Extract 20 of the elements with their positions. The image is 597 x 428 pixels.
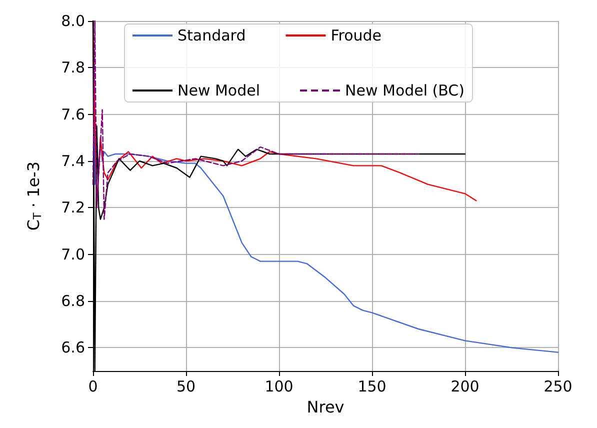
- legend-label: Standard: [177, 26, 246, 44]
- y-tick-label: 6.8: [61, 292, 85, 310]
- legend-label: Froude: [330, 26, 382, 44]
- x-tick-label: 0: [88, 378, 98, 396]
- legend-label: New Model: [177, 82, 260, 100]
- y-tick-label: 7.4: [61, 152, 85, 170]
- y-tick-label: 8.0: [61, 12, 85, 30]
- y-tick-label: 6.6: [61, 338, 85, 357]
- y-tick-label: 7.8: [61, 58, 85, 77]
- y-tick-label: 7.6: [61, 105, 85, 124]
- x-tick-label: 50: [176, 378, 196, 396]
- x-tick-label: 200: [450, 378, 480, 396]
- x-tick-label: 150: [358, 378, 386, 396]
- y-tick-label: 7.0: [61, 245, 85, 264]
- x-tick-label: 250: [544, 378, 572, 396]
- x-tick-label: 100: [264, 378, 294, 396]
- y-tick-label: 7.2: [61, 198, 85, 217]
- legend-label: New Model (BC): [345, 82, 465, 100]
- x-axis-title: Nrev: [306, 398, 344, 416]
- y-axis-title: CT · 1e-3: [24, 161, 44, 231]
